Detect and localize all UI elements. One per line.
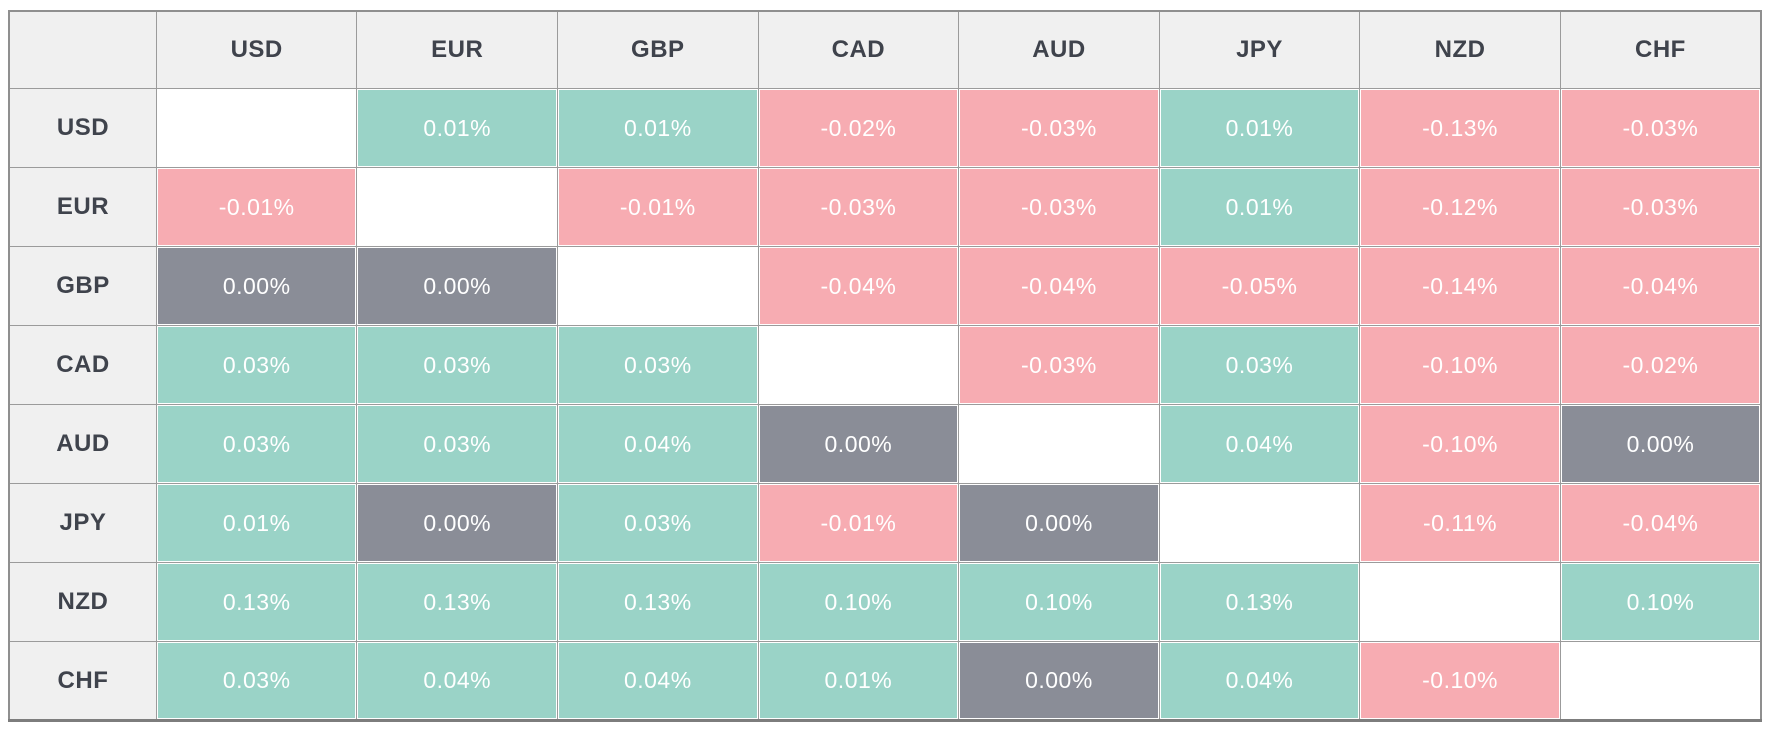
cell-EUR-GBP: -0.01%: [557, 167, 759, 247]
matrix-row-JPY: JPY 0.01% 0.00% 0.03% -0.01% 0.00% -0.11% -0.04…: [8, 483, 1762, 563]
matrix-body: USD 0.01% 0.01% -0.02% -0.03% 0.01% -0.13% -0.0…: [8, 88, 1762, 721]
cell-CHF-CAD: 0.01%: [757, 641, 960, 721]
header-row: USD EUR GBP CAD AUD JPY NZD CHF: [8, 10, 1762, 89]
cell-EUR-CHF: -0.03%: [1559, 167, 1762, 247]
cell-CAD-GBP: 0.03%: [557, 325, 759, 405]
cell-CAD-NZD: -0.10%: [1359, 325, 1561, 405]
cell-NZD-AUD: 0.10%: [958, 562, 1160, 642]
currency-strength-matrix: USD EUR GBP CAD AUD JPY NZD CHF USD 0.01% 0.01% -0…: [8, 10, 1762, 722]
cell-JPY-CAD: -0.01%: [757, 483, 960, 563]
cell-AUD-USD: 0.03%: [155, 404, 358, 484]
cell-CAD-JPY: 0.03%: [1158, 325, 1361, 405]
cell-AUD-NZD: -0.10%: [1359, 404, 1561, 484]
cell-USD-JPY: 0.01%: [1158, 88, 1361, 168]
cell-AUD-JPY: 0.04%: [1158, 404, 1361, 484]
matrix-row-GBP: GBP 0.00% 0.00% -0.04% -0.04% -0.05% -0.14% -0.…: [8, 246, 1762, 326]
cell-USD-AUD: -0.03%: [958, 88, 1160, 168]
cell-GBP-EUR: 0.00%: [356, 246, 559, 326]
row-header-EUR: EUR: [8, 167, 157, 247]
cell-CHF-AUD: 0.00%: [958, 641, 1160, 721]
cell-GBP-GBP: [557, 246, 759, 326]
column-header-EUR: EUR: [356, 10, 559, 89]
cell-CAD-USD: 0.03%: [155, 325, 358, 405]
cell-JPY-NZD: -0.11%: [1359, 483, 1561, 563]
cell-EUR-CAD: -0.03%: [757, 167, 960, 247]
cell-JPY-USD: 0.01%: [155, 483, 358, 563]
cell-NZD-GBP: 0.13%: [557, 562, 759, 642]
cell-EUR-EUR: [356, 167, 559, 247]
row-header-CAD: CAD: [8, 325, 157, 405]
cell-NZD-EUR: 0.13%: [356, 562, 559, 642]
cell-USD-CAD: -0.02%: [757, 88, 960, 168]
matrix-row-NZD: NZD 0.13% 0.13% 0.13% 0.10% 0.10% 0.13% 0.10%: [8, 562, 1762, 642]
column-header-AUD: AUD: [958, 10, 1160, 89]
cell-CHF-EUR: 0.04%: [356, 641, 559, 721]
cell-CAD-CHF: -0.02%: [1559, 325, 1762, 405]
cell-CHF-NZD: -0.10%: [1359, 641, 1561, 721]
cell-CAD-AUD: -0.03%: [958, 325, 1160, 405]
column-header-USD: USD: [155, 10, 358, 89]
cell-GBP-CAD: -0.04%: [757, 246, 960, 326]
cell-NZD-JPY: 0.13%: [1158, 562, 1361, 642]
cell-GBP-AUD: -0.04%: [958, 246, 1160, 326]
cell-AUD-AUD: [958, 404, 1160, 484]
cell-NZD-USD: 0.13%: [155, 562, 358, 642]
cell-GBP-CHF: -0.04%: [1559, 246, 1762, 326]
cell-GBP-JPY: -0.05%: [1158, 246, 1361, 326]
cell-NZD-CAD: 0.10%: [757, 562, 960, 642]
cell-JPY-AUD: 0.00%: [958, 483, 1160, 563]
cell-JPY-EUR: 0.00%: [356, 483, 559, 563]
column-header-NZD: NZD: [1359, 10, 1561, 89]
cell-USD-NZD: -0.13%: [1359, 88, 1561, 168]
cell-NZD-NZD: [1359, 562, 1561, 642]
cell-JPY-GBP: 0.03%: [557, 483, 759, 563]
cell-AUD-EUR: 0.03%: [356, 404, 559, 484]
cell-JPY-JPY: [1158, 483, 1361, 563]
cell-AUD-CAD: 0.00%: [757, 404, 960, 484]
cell-EUR-USD: -0.01%: [155, 167, 358, 247]
cell-CAD-EUR: 0.03%: [356, 325, 559, 405]
row-header-AUD: AUD: [8, 404, 157, 484]
cell-NZD-CHF: 0.10%: [1559, 562, 1762, 642]
column-header-CAD: CAD: [757, 10, 960, 89]
cell-AUD-CHF: 0.00%: [1559, 404, 1762, 484]
column-header-CHF: CHF: [1559, 10, 1762, 89]
cell-GBP-NZD: -0.14%: [1359, 246, 1561, 326]
cell-CHF-JPY: 0.04%: [1158, 641, 1361, 721]
matrix-row-USD: USD 0.01% 0.01% -0.02% -0.03% 0.01% -0.13% -0.0…: [8, 88, 1762, 168]
row-header-CHF: CHF: [8, 641, 157, 721]
cell-USD-USD: [155, 88, 358, 168]
matrix-row-CHF: CHF 0.03% 0.04% 0.04% 0.01% 0.00% 0.04% -0.10%: [8, 641, 1762, 721]
cell-CHF-CHF: [1559, 641, 1762, 721]
corner-cell: [8, 10, 157, 89]
cell-GBP-USD: 0.00%: [155, 246, 358, 326]
row-header-JPY: JPY: [8, 483, 157, 563]
cell-USD-CHF: -0.03%: [1559, 88, 1762, 168]
column-header-GBP: GBP: [557, 10, 759, 89]
cell-JPY-CHF: -0.04%: [1559, 483, 1762, 563]
matrix-row-EUR: EUR -0.01% -0.01% -0.03% -0.03% 0.01% -0.12% -0…: [8, 167, 1762, 247]
column-header-JPY: JPY: [1158, 10, 1361, 89]
row-header-GBP: GBP: [8, 246, 157, 326]
cell-CHF-GBP: 0.04%: [557, 641, 759, 721]
cell-EUR-NZD: -0.12%: [1359, 167, 1561, 247]
cell-EUR-JPY: 0.01%: [1158, 167, 1361, 247]
row-header-USD: USD: [8, 88, 157, 168]
cell-CAD-CAD: [757, 325, 960, 405]
currency-matrix-container: USD EUR GBP CAD AUD JPY NZD CHF USD 0.01% 0.01% -0…: [8, 10, 1762, 722]
matrix-row-CAD: CAD 0.03% 0.03% 0.03% -0.03% 0.03% -0.10% -0.02…: [8, 325, 1762, 405]
cell-USD-EUR: 0.01%: [356, 88, 559, 168]
matrix-row-AUD: AUD 0.03% 0.03% 0.04% 0.00% 0.04% -0.10% 0.00%: [8, 404, 1762, 484]
cell-CHF-USD: 0.03%: [155, 641, 358, 721]
cell-AUD-GBP: 0.04%: [557, 404, 759, 484]
cell-USD-GBP: 0.01%: [557, 88, 759, 168]
cell-EUR-AUD: -0.03%: [958, 167, 1160, 247]
row-header-NZD: NZD: [8, 562, 157, 642]
